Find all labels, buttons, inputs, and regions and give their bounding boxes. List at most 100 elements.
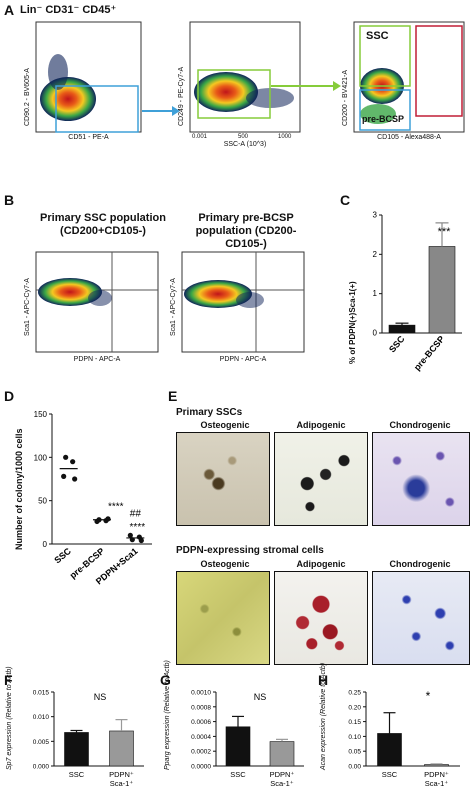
facs-plot-2-gate bbox=[197, 69, 271, 119]
panel-e-section-2-title: PDPN-expressing stromal cells bbox=[176, 545, 324, 556]
panel-d-label: D bbox=[4, 388, 15, 404]
panel-b-label: B bbox=[4, 192, 15, 208]
panel-h-ylabel: Acan expression (Relative to Actb) bbox=[320, 662, 327, 770]
panel-e-s2-col-1: Adipogenic bbox=[296, 559, 346, 569]
facs-plot-3-gate-prebcsp bbox=[359, 89, 411, 131]
panel-a-label: A bbox=[4, 2, 15, 18]
panel-h-label: H bbox=[318, 672, 329, 688]
category-label: PDPN⁺ bbox=[424, 770, 449, 779]
y-tick-label: 0.05 bbox=[348, 749, 361, 756]
y-tick-label: 0.15 bbox=[348, 719, 361, 726]
y-tick-label: 1 bbox=[373, 289, 378, 298]
annotation-3: **** bbox=[130, 522, 146, 533]
y-tick-label: 3 bbox=[373, 211, 378, 220]
bar bbox=[64, 732, 89, 767]
significance: NS bbox=[254, 692, 267, 702]
y-tick-label: 0.0004 bbox=[191, 734, 211, 741]
panel-f-chart: 0.000 0.005 0.010 0.015 SSC PDPN⁺Sca-1⁺ NS bbox=[33, 690, 144, 788]
facs-3-xlabel: CD105 - Alexa488-A bbox=[377, 134, 441, 141]
category-label: Sca-1⁺ bbox=[110, 779, 134, 788]
category-label: pre-BCSP bbox=[412, 334, 447, 373]
y-tick-label: 2 bbox=[373, 250, 378, 259]
y-tick-label: 0.25 bbox=[348, 690, 361, 697]
facs-2-ylabel: CD249 - PE-Cy7-A bbox=[178, 66, 185, 126]
panel-e-s1-col-0: Osteogenic bbox=[200, 420, 250, 430]
panel-g-ylabel: Pparg expression (Relative to Actb) bbox=[164, 660, 171, 770]
panel-a-facs bbox=[35, 21, 465, 133]
data-point bbox=[105, 516, 111, 522]
y-tick-label: 50 bbox=[38, 497, 47, 506]
bar bbox=[428, 246, 456, 334]
data-point bbox=[127, 532, 133, 538]
panel-c-chart: 0 1 2 3 SSC pre-BCSP *** bbox=[373, 211, 462, 373]
panel-e-s2-col-2: Chondrogenic bbox=[389, 559, 451, 569]
bar bbox=[109, 730, 134, 767]
y-tick-label: 0 bbox=[373, 329, 378, 338]
bar bbox=[269, 741, 295, 767]
category-label: PDPN⁺ bbox=[109, 770, 134, 779]
panel-b-title-1: Primary SSC population (CD200+CD105-) bbox=[40, 212, 166, 237]
category-label: SSC bbox=[382, 770, 398, 779]
facs-2-xtick-0: 0.001 bbox=[192, 134, 208, 140]
y-tick-label: 0.015 bbox=[33, 690, 50, 697]
facs-b1-xlabel: PDPN - APC-A bbox=[73, 356, 121, 363]
bar bbox=[377, 733, 402, 767]
category-label: Sca-1⁺ bbox=[270, 779, 294, 788]
micro-ssc-adipogenic bbox=[274, 432, 368, 526]
data-point bbox=[72, 476, 78, 482]
panel-c-label: C bbox=[340, 192, 351, 208]
significance: NS bbox=[94, 692, 107, 702]
y-tick-label: 0.010 bbox=[33, 714, 50, 721]
y-tick-label: 0.20 bbox=[348, 704, 361, 711]
facs-3-ylabel: CD200 - BV421-A bbox=[342, 69, 349, 126]
facs-2-xtick-1: 500 bbox=[238, 134, 249, 140]
panel-b-facs bbox=[35, 251, 305, 353]
facs-b1-ylabel: Sca1 - APC-Cy7-A bbox=[24, 278, 31, 336]
gate-prebcsp-label: pre-BCSP bbox=[362, 114, 405, 124]
facs-2-xlabel: SSC-A (10^3) bbox=[223, 141, 267, 148]
panel-a-title: Lin⁻ CD31⁻ CD45⁺ bbox=[20, 4, 117, 16]
facs-plot-1-gate bbox=[55, 85, 139, 133]
facs-b2-density bbox=[184, 280, 252, 308]
category-label: SSC bbox=[69, 770, 85, 779]
micro-pdpn-osteogenic bbox=[176, 571, 270, 665]
panel-f-ylabel: Sp7 expression (Relative to Actb) bbox=[6, 666, 13, 770]
facs-plot-1-density bbox=[40, 77, 96, 121]
bar bbox=[424, 764, 449, 767]
facs-plot-3-gate-red bbox=[415, 25, 463, 117]
bar bbox=[388, 324, 416, 334]
y-tick-label: 0.0006 bbox=[191, 719, 211, 726]
data-point bbox=[70, 459, 76, 465]
y-tick-label: 0.0000 bbox=[191, 764, 211, 771]
category-label: SSC bbox=[387, 333, 407, 354]
facs-plot-2-density bbox=[194, 72, 258, 112]
micro-pdpn-chondrogenic bbox=[372, 571, 470, 665]
annotation-2: ## bbox=[130, 508, 142, 519]
panel-e-s1-col-2: Chondrogenic bbox=[389, 420, 451, 430]
panel-e-s2-col-0: Osteogenic bbox=[200, 559, 250, 569]
y-tick-label: 100 bbox=[34, 453, 48, 462]
y-tick-label: 0 bbox=[43, 540, 48, 549]
bar bbox=[225, 726, 251, 767]
panel-g-label: G bbox=[160, 672, 171, 688]
facs-1-xlabel: CD51 - PE-A bbox=[68, 134, 109, 141]
facs-2-xtick-2: 1000 bbox=[278, 134, 292, 140]
y-tick-label: 0.005 bbox=[33, 739, 50, 746]
panel-e-section-1-title: Primary SSCs bbox=[176, 407, 243, 418]
y-tick-label: 0.10 bbox=[348, 734, 361, 741]
data-point bbox=[63, 454, 69, 460]
panel-g-chart: 0.0000 0.0002 0.0004 0.0006 0.0008 0.0010 SSC P… bbox=[191, 690, 304, 788]
y-tick-label: 0.0010 bbox=[191, 690, 211, 697]
annotation-1: **** bbox=[108, 501, 124, 512]
category-label: Sca-1⁺ bbox=[425, 779, 449, 788]
micro-ssc-osteogenic bbox=[176, 432, 270, 526]
micro-ssc-chondrogenic bbox=[372, 432, 470, 526]
facs-b2-ylabel: Sca1 - APC-Cy7-A bbox=[170, 278, 177, 336]
y-tick-label: 0.0002 bbox=[191, 749, 211, 756]
y-tick-label: 0.00 bbox=[348, 764, 361, 771]
panel-f-label: F bbox=[4, 672, 13, 688]
y-tick-label: 150 bbox=[34, 410, 48, 419]
panel-e-s1-col-1: Adipogenic bbox=[296, 420, 346, 430]
facs-b1-density bbox=[38, 278, 102, 306]
